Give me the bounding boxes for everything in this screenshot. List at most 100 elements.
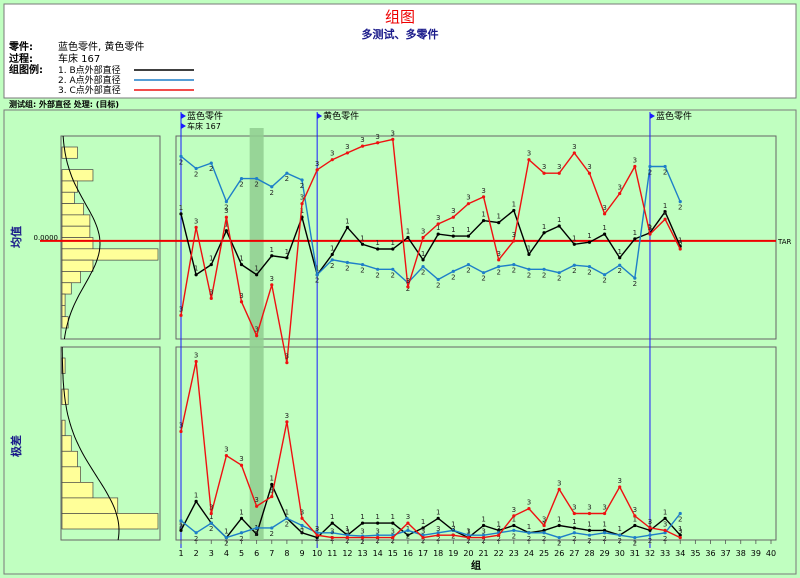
mean-chart-point-3-3 xyxy=(209,296,213,300)
range-chart-point-label-3-7: 3 xyxy=(270,487,274,495)
mean-chart-point-2-12 xyxy=(345,260,350,265)
range-chart-point-2-6 xyxy=(255,526,259,530)
mean-chart-point-2-1 xyxy=(179,154,183,158)
range-chart-point-label-3-31: 3 xyxy=(633,506,637,514)
mean-chart-point-label-1-4: 1 xyxy=(224,221,228,229)
range-chart-point-1-2 xyxy=(194,499,198,503)
range-chart-point-3-28 xyxy=(587,511,592,516)
x-tick-label-18: 18 xyxy=(433,549,443,558)
range-chart-point-label-1-26: 1 xyxy=(557,516,561,524)
mean-chart-point-3-10 xyxy=(315,168,319,172)
mean-chart-point-label-3-28: 3 xyxy=(587,163,591,171)
mean-chart-point-1-12 xyxy=(345,225,350,229)
range-chart-point-label-1-4: 1 xyxy=(224,528,228,536)
range-chart-point-3-34 xyxy=(678,535,682,540)
histogram-bar-mean-5 xyxy=(61,203,85,216)
range-chart-point-label-1-29: 1 xyxy=(602,520,606,528)
mean-chart-point-label-1-24: 1 xyxy=(527,244,531,252)
mean-chart-point-label-3-8: 3 xyxy=(285,353,289,361)
range-chart-point-label-1-20: 1 xyxy=(466,528,470,536)
range-chart-point-1-22 xyxy=(497,528,501,532)
mean-chart-point-2-28 xyxy=(587,264,592,269)
range-chart-point-label-2-23: 2 xyxy=(512,532,516,540)
mean-chart-point-2-10 xyxy=(315,273,319,277)
mean-chart-point-label-2-4: 2 xyxy=(224,204,228,212)
range-chart-point-3-17 xyxy=(421,535,425,540)
mean-chart-point-1-23 xyxy=(512,208,516,213)
mean-chart-point-label-1-25: 1 xyxy=(542,223,546,231)
mean-chart-point-label-1-15: 1 xyxy=(391,239,395,247)
range-chart-point-label-1-2: 1 xyxy=(194,491,198,499)
x-tick-label-31: 31 xyxy=(630,549,640,558)
mean-chart-point-1-30 xyxy=(618,256,622,260)
mean-chart-point-label-2-22: 2 xyxy=(496,269,500,277)
mean-chart-point-label-1-10: 1 xyxy=(315,265,319,273)
range-chart-point-label-1-30: 1 xyxy=(617,525,621,533)
legend-label: 组图例: xyxy=(9,63,43,76)
range-chart-point-1-33 xyxy=(663,516,667,520)
histogram-bar-mean-4 xyxy=(61,191,75,204)
mean-chart-point-2-24 xyxy=(527,267,531,271)
range-chart-point-label-3-11: 3 xyxy=(330,528,334,536)
mean-chart-point-label-2-10: 2 xyxy=(315,277,319,285)
x-tick-label-2: 2 xyxy=(194,549,199,558)
mean-chart-point-1-16 xyxy=(406,235,410,240)
range-chart-point-label-1-33: 1 xyxy=(663,508,667,516)
range-chart-point-label-1-3: 1 xyxy=(209,513,213,521)
x-tick-label-35: 35 xyxy=(690,549,700,558)
x-tick-label-13: 13 xyxy=(357,549,367,558)
mean-chart-point-label-2-18: 2 xyxy=(436,281,440,289)
mean-chart-point-1-19 xyxy=(451,234,455,238)
x-axis-title: 组 xyxy=(471,559,481,572)
normal-curve-mean xyxy=(62,135,101,340)
mean-chart-point-label-1-33: 1 xyxy=(663,202,667,210)
x-tick-label-39: 39 xyxy=(751,549,761,558)
range-chart-point-3-27 xyxy=(572,511,576,516)
range-chart-point-label-3-14: 3 xyxy=(375,528,379,536)
mean-chart-point-label-3-33: 3 xyxy=(663,209,667,217)
mean-chart-point-label-3-29: 3 xyxy=(602,204,606,212)
histogram-bar-mean-0 xyxy=(61,146,78,159)
mean-chart-point-3-13 xyxy=(360,144,365,148)
range-chart-point-label-1-28: 1 xyxy=(587,520,591,528)
range-chart-point-label-3-13: 3 xyxy=(360,528,364,536)
range-chart-point-label-3-25: 3 xyxy=(542,516,546,524)
x-tick-label-8: 8 xyxy=(284,549,289,558)
range-chart-point-label-3-1: 3 xyxy=(179,421,183,429)
x-tick-label-4: 4 xyxy=(224,549,229,558)
mean-chart-point-label-3-17: 3 xyxy=(421,228,425,236)
range-chart-point-label-3-6: 3 xyxy=(254,496,258,504)
range-chart-point-label-3-23: 3 xyxy=(512,506,516,514)
range-axis-title: 极差 xyxy=(9,435,23,457)
mean-chart-point-label-1-17: 1 xyxy=(421,250,425,258)
range-chart-point-2-31 xyxy=(633,535,637,540)
mean-chart-point-label-3-10: 3 xyxy=(315,160,319,168)
mean-chart-point-2-25 xyxy=(542,267,546,271)
mean-plot-panel xyxy=(175,135,777,340)
range-chart-point-label-3-32: 3 xyxy=(648,518,652,526)
mean-chart-point-3-6 xyxy=(255,334,259,338)
mean-chart-point-label-3-1: 3 xyxy=(179,305,183,313)
mean-chart-point-1-17 xyxy=(421,258,425,262)
range-chart-point-2-14 xyxy=(376,533,380,537)
range-chart-point-label-2-25: 2 xyxy=(542,535,546,543)
range-chart-point-3-8 xyxy=(285,420,289,424)
marker-flag-1-0 xyxy=(181,113,186,119)
mean-chart-point-2-19 xyxy=(451,269,455,273)
range-chart-point-1-29 xyxy=(602,528,607,532)
range-chart-line-2 xyxy=(180,513,681,539)
histogram-bar-mean-11 xyxy=(61,271,81,284)
mean-chart-point-label-2-24: 2 xyxy=(527,271,531,279)
histogram-bar-mean-14 xyxy=(61,305,66,318)
histogram-bar-mean-9 xyxy=(61,248,159,261)
x-tick-label-24: 24 xyxy=(524,549,534,558)
histogram-bar-range-9 xyxy=(61,497,119,514)
mean-chart-point-3-17 xyxy=(421,235,425,240)
mean-chart-point-1-15 xyxy=(391,247,395,251)
mean-chart-line-2 xyxy=(180,155,681,284)
range-chart-point-label-2-22: 2 xyxy=(496,535,500,543)
mean-chart-point-label-3-13: 3 xyxy=(360,136,364,144)
mean-chart-point-label-3-18: 3 xyxy=(436,214,440,222)
range-chart-point-2-29 xyxy=(602,531,607,535)
mean-chart-point-label-2-16: 2 xyxy=(406,285,410,293)
